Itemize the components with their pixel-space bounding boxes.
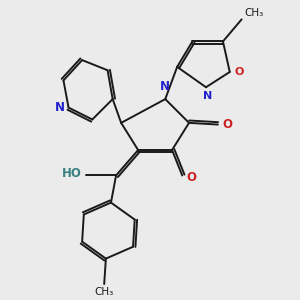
Text: O: O	[235, 67, 244, 77]
Text: N: N	[160, 80, 170, 93]
Text: N: N	[55, 101, 64, 114]
Text: O: O	[222, 118, 232, 131]
Text: HO: HO	[62, 167, 82, 180]
Text: O: O	[187, 171, 197, 184]
Text: CH₃: CH₃	[244, 8, 264, 18]
Text: N: N	[203, 91, 212, 101]
Text: CH₃: CH₃	[94, 287, 114, 298]
